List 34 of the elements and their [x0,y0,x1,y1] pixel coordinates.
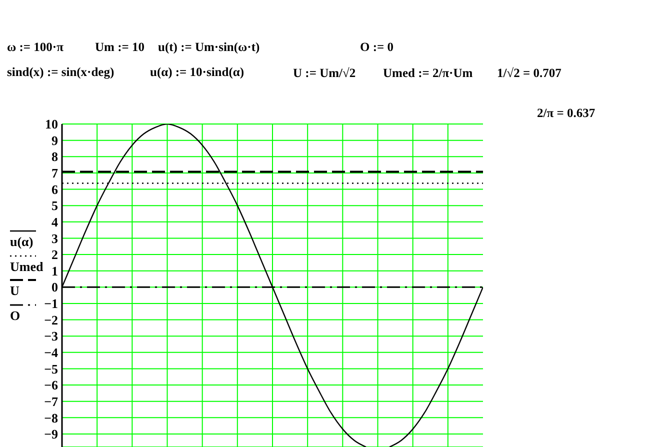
text: u(α) := 10·sind(α) [150,65,244,79]
y-tick-label: 6 [52,182,58,197]
y-tick-label: 2 [52,247,58,262]
legend-label: O [10,308,22,324]
legend-label: u(α) [10,234,34,249]
y-tick-label: 7 [52,166,58,181]
y-tick-label: −4 [44,345,58,360]
legend-label: Umed [10,258,44,274]
y-tick-label: −8 [44,410,58,426]
y-tick-label: −3 [44,328,58,344]
text: Umed := 2/π·Um [383,66,473,80]
y-tick-label: 5 [52,198,58,214]
y-tick-label: −7 [44,394,58,409]
y-tick-label: 0 [52,280,58,295]
y-tick-label: 4 [52,214,58,230]
text: 2/π = 0.637 [537,106,596,120]
text: sind(x) := sin(x·deg) [7,65,114,79]
text: Um := 10 [95,40,144,54]
text: 1/√2 = 0.707 [497,66,562,80]
text: ω := 100·π [7,40,64,54]
text: U := Um/√2 [293,66,356,80]
y-tick-label: −5 [44,361,58,376]
y-tick-label: −2 [44,312,58,328]
y-tick-label: 3 [52,230,58,246]
legend-label: U [10,283,20,298]
y-tick-label: −9 [44,426,58,442]
y-tick-label: 1 [52,263,58,278]
text: O := 0 [360,40,394,54]
text: u(t) := Um·sin(ω·t) [158,40,260,54]
y-tick-label: 8 [52,149,58,164]
y-tick-label: −6 [44,378,58,393]
y-tick-label: −1 [44,296,58,312]
y-tick-label: 9 [52,132,58,148]
y-tick-label: 10 [45,116,58,132]
